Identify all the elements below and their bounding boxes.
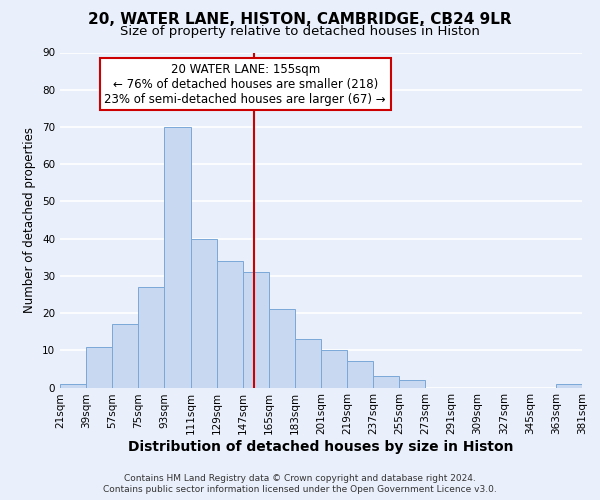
Text: Contains HM Land Registry data © Crown copyright and database right 2024.
Contai: Contains HM Land Registry data © Crown c… [103, 474, 497, 494]
Text: Size of property relative to detached houses in Histon: Size of property relative to detached ho… [120, 25, 480, 38]
X-axis label: Distribution of detached houses by size in Histon: Distribution of detached houses by size … [128, 440, 514, 454]
Bar [295, 339, 321, 388]
Bar [243, 272, 269, 388]
Bar [112, 324, 138, 388]
Text: 20 WATER LANE: 155sqm
← 76% of detached houses are smaller (218)
23% of semi-det: 20 WATER LANE: 155sqm ← 76% of detached … [104, 62, 386, 106]
Y-axis label: Number of detached properties: Number of detached properties [23, 127, 37, 313]
Bar [139, 287, 164, 388]
Bar [321, 350, 347, 388]
Bar [164, 127, 191, 388]
Bar [373, 376, 400, 388]
Bar [400, 380, 425, 388]
Bar [60, 384, 86, 388]
Bar [86, 346, 112, 388]
Text: 20, WATER LANE, HISTON, CAMBRIDGE, CB24 9LR: 20, WATER LANE, HISTON, CAMBRIDGE, CB24 … [88, 12, 512, 28]
Bar [191, 238, 217, 388]
Bar [556, 384, 582, 388]
Bar [347, 362, 373, 388]
Bar [217, 261, 242, 388]
Bar [269, 310, 295, 388]
